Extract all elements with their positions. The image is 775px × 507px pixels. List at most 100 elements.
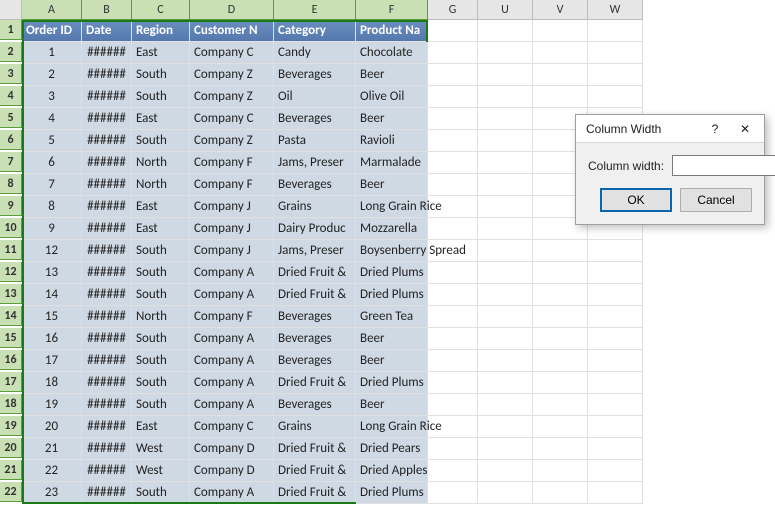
column-width-input[interactable] [672,155,775,176]
table-cell[interactable]: Beer [356,394,428,416]
table-cell[interactable]: Beer [356,174,428,196]
table-cell[interactable]: Company F [190,152,274,174]
table-cell[interactable]: 1 [22,42,82,64]
empty-cell[interactable] [478,306,533,328]
empty-cell[interactable] [478,328,533,350]
table-cell[interactable]: 5 [22,130,82,152]
table-cell[interactable]: ###### [82,86,132,108]
empty-cell[interactable] [428,152,478,174]
empty-cell[interactable] [428,218,478,240]
table-cell[interactable]: Beverages [274,64,356,86]
table-cell[interactable]: South [132,64,190,86]
close-icon[interactable]: ✕ [732,119,758,139]
empty-cell[interactable] [588,394,643,416]
empty-cell[interactable] [428,262,478,284]
empty-cell[interactable] [428,86,478,108]
empty-cell[interactable] [478,372,533,394]
table-cell[interactable]: Dried Fruit & [274,482,356,504]
empty-cell[interactable] [588,482,643,504]
table-cell[interactable]: ###### [82,438,132,460]
table-header-cell[interactable]: Order ID [22,20,82,42]
empty-cell[interactable] [428,20,478,42]
empty-cell[interactable] [588,86,643,108]
table-cell[interactable]: East [132,416,190,438]
empty-cell[interactable] [588,42,643,64]
empty-cell[interactable] [533,240,588,262]
table-cell[interactable]: Dried Plums [356,372,428,394]
empty-cell[interactable] [428,64,478,86]
table-cell[interactable]: ###### [82,460,132,482]
empty-cell[interactable] [533,350,588,372]
table-cell[interactable]: 6 [22,152,82,174]
table-cell[interactable]: Beverages [274,174,356,196]
table-cell[interactable]: 13 [22,262,82,284]
table-cell[interactable]: West [132,438,190,460]
table-cell[interactable]: 12 [22,240,82,262]
row-header[interactable]: 12 [0,262,22,282]
table-cell[interactable]: 18 [22,372,82,394]
row-header[interactable]: 1 [0,20,22,40]
empty-cell[interactable] [478,394,533,416]
table-cell[interactable]: South [132,482,190,504]
table-cell[interactable]: Company A [190,372,274,394]
table-cell[interactable]: Beer [356,108,428,130]
empty-cell[interactable] [478,240,533,262]
table-cell[interactable]: Chocolate [356,42,428,64]
table-cell[interactable]: South [132,86,190,108]
table-cell[interactable]: Dairy Produc [274,218,356,240]
ok-button[interactable]: OK [600,188,672,212]
table-cell[interactable]: Company A [190,482,274,504]
table-cell[interactable]: East [132,218,190,240]
table-cell[interactable]: 4 [22,108,82,130]
table-cell[interactable]: Green Tea [356,306,428,328]
column-header[interactable]: G [428,0,478,20]
column-header[interactable]: V [533,0,588,20]
table-cell[interactable]: 17 [22,350,82,372]
empty-cell[interactable] [428,394,478,416]
empty-cell[interactable] [478,64,533,86]
table-header-cell[interactable]: Product Na [356,20,428,42]
row-header[interactable]: 18 [0,394,22,414]
table-cell[interactable]: Grains [274,416,356,438]
table-cell[interactable]: Long Grain Rice [356,416,428,438]
table-cell[interactable]: ###### [82,262,132,284]
table-cell[interactable]: Company J [190,218,274,240]
table-cell[interactable]: South [132,130,190,152]
row-header[interactable]: 15 [0,328,22,348]
column-header[interactable]: C [132,0,190,20]
table-cell[interactable]: ###### [82,196,132,218]
table-cell[interactable]: North [132,306,190,328]
table-cell[interactable]: Mozzarella [356,218,428,240]
row-header[interactable]: 2 [0,42,22,62]
table-cell[interactable]: North [132,152,190,174]
dialog-titlebar[interactable]: Column Width ? ✕ [576,115,764,143]
empty-cell[interactable] [588,460,643,482]
table-cell[interactable]: Beverages [274,306,356,328]
empty-cell[interactable] [478,130,533,152]
table-cell[interactable]: ###### [82,152,132,174]
table-cell[interactable]: ###### [82,328,132,350]
table-cell[interactable]: Company A [190,262,274,284]
table-cell[interactable]: East [132,42,190,64]
table-header-cell[interactable]: Customer N [190,20,274,42]
table-header-cell[interactable]: Date [82,20,132,42]
table-cell[interactable]: Dried Plums [356,284,428,306]
table-cell[interactable]: ###### [82,350,132,372]
empty-cell[interactable] [478,174,533,196]
column-header[interactable]: F [356,0,428,20]
row-header[interactable]: 4 [0,86,22,106]
table-cell[interactable]: ###### [82,372,132,394]
table-cell[interactable]: Beverages [274,350,356,372]
table-cell[interactable]: Company A [190,394,274,416]
table-cell[interactable]: 19 [22,394,82,416]
table-cell[interactable]: Company C [190,42,274,64]
table-cell[interactable]: 2 [22,64,82,86]
table-cell[interactable]: 3 [22,86,82,108]
table-cell[interactable]: South [132,350,190,372]
table-cell[interactable]: West [132,460,190,482]
select-all-corner[interactable] [0,0,22,20]
table-cell[interactable]: Company J [190,196,274,218]
empty-cell[interactable] [533,20,588,42]
empty-cell[interactable] [533,64,588,86]
table-cell[interactable]: Company A [190,328,274,350]
